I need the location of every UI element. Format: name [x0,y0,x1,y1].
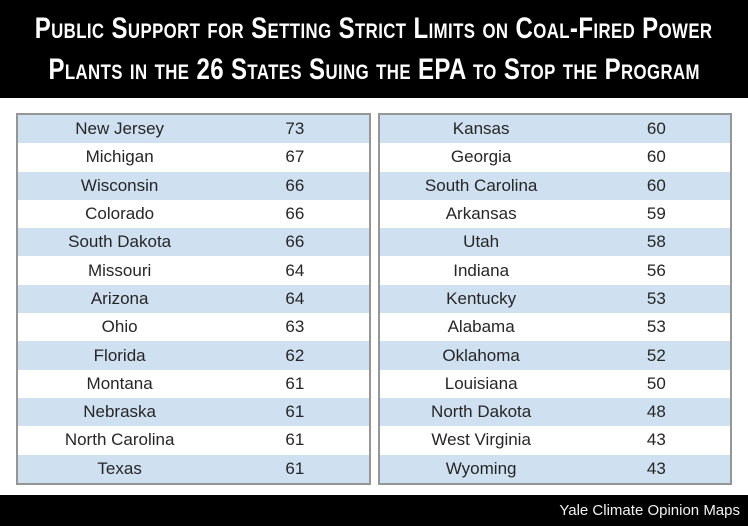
support-value: 50 [646,373,666,393]
state-name: Florida [93,345,146,365]
table-row: Florida 62 [18,341,369,370]
state-name: Georgia [450,147,512,167]
support-value: 73 [285,119,305,139]
support-value: 61 [285,458,305,478]
table-row: Kentucky 53 [379,284,730,314]
support-value: 66 [285,232,305,252]
support-value: 43 [646,458,666,478]
state-name: North Dakota [431,402,532,422]
support-value: 64 [285,260,305,280]
support-value: 60 [646,119,666,139]
table-row: Montana 61 [18,369,369,398]
state-name: Oklahoma [442,345,520,365]
table-row: Wisconsin 66 [18,171,369,200]
support-value: 63 [285,317,305,337]
figure-title-line-1: Public Support for Setting Strict Limits… [35,12,713,45]
state-name: Arkansas [445,204,517,224]
support-value: 52 [646,345,666,365]
state-name: Indiana [453,260,510,280]
table-row: Alabama 53 [379,313,730,342]
state-name: Ohio [101,317,138,337]
state-name: Montana [86,373,153,393]
support-value: 60 [646,175,666,195]
table-row: South Dakota 66 [18,228,369,257]
table-row: Colorado 66 [18,199,369,229]
support-value: 67 [285,147,305,167]
state-name: Nebraska [83,402,157,422]
support-value: 58 [646,232,666,252]
table-row: New Jersey 73 [18,115,369,144]
support-value: 48 [646,402,666,422]
table-row: Georgia 60 [379,143,730,172]
table-row: Ohio 63 [18,313,369,342]
table-row: Indiana 56 [379,256,730,285]
table-row: Kansas 60 [379,115,730,144]
source-attribution: Yale Climate Opinion Maps [559,502,740,519]
support-value: 53 [646,288,666,308]
state-name: Colorado [85,204,155,224]
state-name: West Virginia [431,430,531,450]
state-name: Wisconsin [80,175,159,195]
state-name: Texas [97,458,142,478]
support-value: 56 [646,260,666,280]
table-row: North Dakota 48 [379,397,730,427]
support-value: 60 [646,147,666,167]
table-row: Texas 61 [18,454,369,483]
state-name: Arizona [90,288,149,308]
state-name: New Jersey [75,119,165,139]
state-name: Kansas [452,119,510,139]
table-area: New Jersey 73 Michigan 67 Wisconsin 66 Colorad… [0,98,748,495]
tables-container: New Jersey 73 Michigan 67 Wisconsin 66 Colorad… [16,113,732,485]
support-value: 66 [285,204,305,224]
state-name: Michigan [85,147,154,167]
table-row: Wyoming 43 [379,454,730,483]
table-row: Arizona 64 [18,284,369,314]
table-row: Louisiana 50 [379,369,730,398]
state-name: South Dakota [68,232,172,252]
footer-bar: Yale Climate Opinion Maps [0,495,748,526]
support-value: 61 [285,402,305,422]
table-row: Missouri 64 [18,256,369,285]
support-value: 66 [285,175,305,195]
table-row: Oklahoma 52 [379,341,730,370]
support-value: 53 [646,317,666,337]
table-row: South Carolina 60 [379,171,730,200]
support-value: 62 [285,345,305,365]
state-name: Wyoming [445,458,517,478]
figure-title-line-2: Plants in the 26 States Suing the EPA to… [48,53,700,86]
state-name: Louisiana [444,373,518,393]
state-name: Kentucky [446,288,517,308]
title-bar: Public Support for Setting Strict Limits… [0,0,748,98]
state-support-table-left: New Jersey 73 Michigan 67 Wisconsin 66 Colorad… [16,113,371,485]
support-value: 64 [285,288,305,308]
table-row: Utah 58 [379,228,730,257]
state-name: Utah [463,232,500,252]
table-row: Michigan 67 [18,143,369,172]
state-name: Alabama [447,317,515,337]
support-value: 43 [646,430,666,450]
table-row: West Virginia 43 [379,426,730,455]
state-name: North Carolina [64,430,175,450]
state-support-table-right: Kansas 60 Georgia 60 South Carolina 60 Arkansa… [377,113,732,485]
state-name: Missouri [87,260,152,280]
table-row: Nebraska 61 [18,397,369,427]
support-value: 61 [285,373,305,393]
support-value: 59 [646,204,666,224]
support-value: 61 [285,430,305,450]
table-row: Arkansas 59 [379,199,730,229]
state-name: South Carolina [424,175,538,195]
table-row: North Carolina 61 [18,426,369,455]
